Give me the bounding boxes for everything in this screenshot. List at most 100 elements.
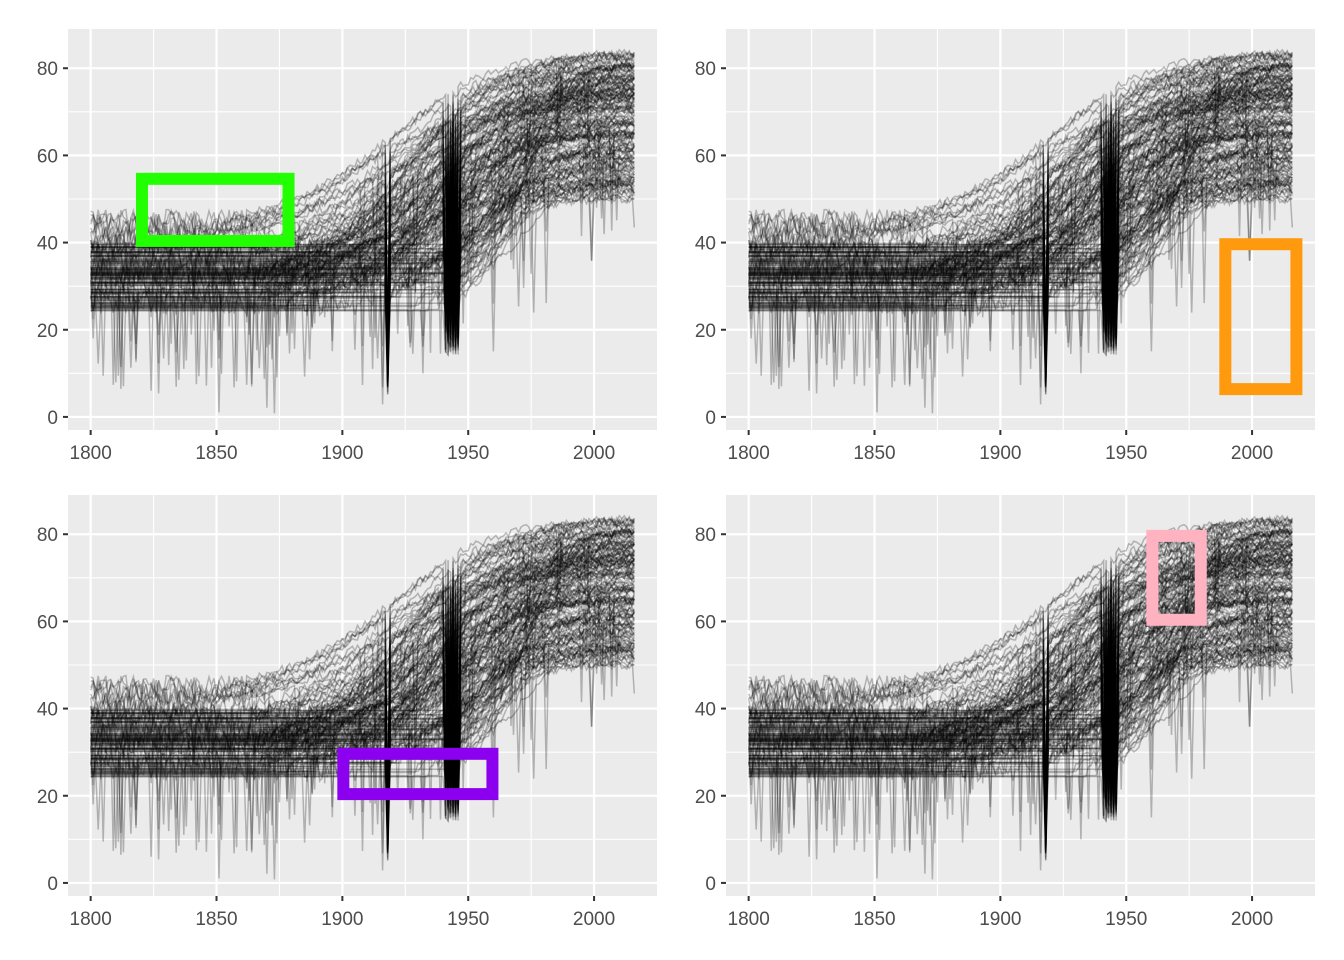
country-line [90, 118, 635, 361]
country-line [90, 92, 635, 340]
country-line [748, 64, 1293, 294]
highlight-box [135, 172, 295, 247]
country-line [89, 57, 635, 385]
country-line [90, 567, 635, 851]
panel-background [68, 495, 657, 896]
country-line [748, 639, 1293, 730]
country-line [89, 568, 635, 818]
country-line [748, 151, 1293, 361]
country-line [90, 73, 635, 353]
country-line [90, 625, 635, 849]
country-line [748, 609, 1293, 846]
country-line [90, 638, 635, 853]
country-line [748, 616, 1293, 842]
country-line [748, 126, 1293, 414]
country-line [90, 91, 635, 332]
country-line [90, 624, 635, 798]
country-line [90, 64, 635, 348]
country-line [89, 71, 635, 279]
country-line [90, 537, 635, 824]
country-line [90, 132, 636, 340]
y-tick-label: 60 [695, 146, 716, 167]
country-line [748, 96, 1294, 348]
country-line [748, 630, 1293, 823]
country-line [748, 77, 1293, 366]
country-line [90, 175, 635, 320]
country-line [90, 560, 635, 831]
country-line [90, 63, 635, 385]
country-line [748, 61, 1293, 386]
x-tick-label: 1800 [70, 443, 112, 464]
country-line [748, 68, 1293, 376]
country-line [90, 109, 635, 351]
country-line [90, 580, 635, 845]
country-line [748, 85, 1293, 382]
country-line [748, 83, 1293, 347]
country-line [90, 193, 635, 361]
country-line [90, 579, 635, 821]
country-line [90, 551, 635, 771]
country-line [748, 69, 1293, 310]
country-line [748, 152, 1293, 350]
country-line [90, 73, 635, 348]
country-line [89, 594, 635, 767]
country-line [90, 597, 635, 785]
country-line [90, 611, 635, 768]
country-line [748, 131, 1293, 345]
country-line [90, 97, 635, 291]
country-line [748, 75, 1293, 377]
country-line [90, 597, 635, 811]
country-line [90, 86, 635, 344]
country-line [748, 192, 1293, 350]
country-line [90, 539, 635, 819]
country-line [747, 80, 1293, 354]
country-line [748, 178, 1293, 344]
panel-background [726, 29, 1315, 430]
country-line [89, 633, 635, 837]
country-line [90, 122, 635, 387]
country-line [90, 172, 635, 387]
country-line [90, 166, 635, 318]
country-line [90, 130, 635, 366]
x-tick-label: 2000 [1231, 443, 1273, 464]
country-line [90, 548, 635, 879]
country-line [90, 115, 635, 349]
country-line [90, 79, 635, 388]
country-line [748, 166, 1293, 318]
country-line [90, 554, 635, 748]
panel-top-left: 1800 1850 1900 1950 2000 0 20 40 60 80 [37, 29, 657, 464]
country-line [748, 102, 1293, 301]
country-line [90, 48, 635, 350]
country-line [90, 128, 635, 322]
country-line [748, 649, 1293, 776]
country-line [90, 90, 635, 387]
country-line [90, 552, 635, 810]
country-line [90, 595, 635, 815]
country-line [748, 138, 1293, 350]
country-line [90, 143, 635, 405]
country-line [90, 51, 635, 377]
country-line [90, 562, 635, 814]
country-line [90, 157, 635, 388]
country-line [748, 79, 1293, 388]
country-line [748, 49, 1293, 355]
country-line [748, 164, 1293, 357]
y-tick-label: 60 [37, 612, 58, 633]
country-line [89, 569, 635, 759]
country-line [90, 551, 635, 803]
country-line [90, 143, 635, 380]
country-line [90, 146, 635, 388]
country-line [748, 517, 1293, 830]
country-line [748, 128, 1293, 322]
country-line [748, 647, 1293, 853]
country-line [89, 640, 635, 786]
country-line [747, 174, 1293, 320]
y-tick-label: 40 [37, 700, 58, 721]
country-line [748, 173, 1293, 264]
country-line [90, 540, 635, 829]
country-line [90, 652, 635, 820]
x-tick-label: 1800 [728, 909, 770, 930]
country-line [89, 106, 636, 265]
country-line [90, 616, 635, 842]
country-line [90, 530, 635, 760]
